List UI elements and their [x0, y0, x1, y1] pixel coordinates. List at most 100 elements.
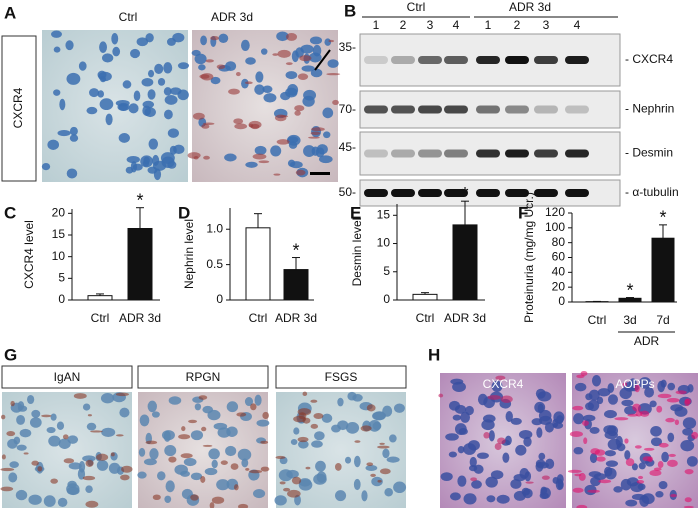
- nucleus: [163, 87, 172, 96]
- stain: [180, 453, 193, 459]
- nucleus: [552, 422, 564, 429]
- nucleus: [252, 489, 266, 499]
- mw-marker: 70-: [339, 102, 356, 116]
- band: [444, 56, 468, 64]
- stain: [201, 426, 207, 432]
- nucleus: [65, 40, 74, 51]
- stain: [294, 105, 305, 112]
- stain: [287, 489, 301, 498]
- nucleus: [445, 433, 459, 441]
- nucleus: [99, 98, 114, 111]
- stain: [583, 437, 588, 445]
- nucleus: [145, 33, 154, 43]
- nucleus: [89, 88, 100, 98]
- stain: [576, 374, 585, 379]
- stain: [249, 469, 263, 474]
- nucleus: [216, 479, 230, 491]
- nucleus: [619, 387, 632, 400]
- nucleus: [29, 417, 42, 428]
- nucleus: [290, 438, 298, 446]
- band: [364, 105, 388, 114]
- nucleus: [510, 478, 522, 489]
- nucleus: [226, 401, 239, 413]
- mw-marker: 50-: [339, 185, 356, 199]
- nucleus: [496, 494, 510, 504]
- stain: [279, 481, 286, 485]
- stain: [632, 403, 641, 412]
- nucleus: [460, 411, 471, 423]
- band: [418, 105, 442, 114]
- x-tick-label: Ctrl: [416, 311, 435, 325]
- stain: [305, 466, 311, 470]
- stain: [85, 459, 94, 467]
- nucleus: [51, 30, 62, 38]
- nucleus: [302, 95, 315, 107]
- stain: [691, 431, 699, 439]
- nucleus: [314, 431, 325, 441]
- nucleus: [655, 490, 664, 498]
- panel-letter: F: [518, 203, 528, 222]
- band: [505, 56, 529, 64]
- group-label: ADR: [634, 334, 660, 348]
- nucleus: [670, 404, 684, 412]
- nucleus: [190, 472, 203, 481]
- nucleus: [111, 32, 119, 45]
- nucleus: [287, 136, 299, 143]
- nucleus: [86, 422, 97, 431]
- nucleus: [382, 448, 390, 459]
- stain: [120, 474, 130, 481]
- nucleus: [136, 37, 149, 47]
- nucleus: [365, 464, 378, 471]
- nucleus: [313, 473, 327, 485]
- nucleus: [616, 443, 626, 452]
- nucleus: [57, 129, 71, 137]
- band: [444, 189, 468, 197]
- stain: [377, 479, 382, 483]
- stain: [87, 414, 92, 417]
- stain: [115, 434, 124, 437]
- stain: [624, 438, 629, 444]
- nucleus: [322, 107, 334, 119]
- stain: [310, 423, 319, 429]
- nucleus: [270, 145, 282, 157]
- stain: [667, 459, 678, 467]
- nucleus: [53, 46, 61, 53]
- stain: [285, 62, 293, 66]
- nucleus: [241, 39, 250, 52]
- stain: [328, 39, 335, 43]
- nucleus: [308, 52, 322, 63]
- panel-label: AOPPs: [615, 377, 654, 391]
- nucleus: [142, 100, 155, 109]
- row-box: [1, 35, 37, 182]
- nucleus: [603, 466, 613, 477]
- nucleus: [254, 84, 265, 95]
- nucleus: [585, 402, 594, 411]
- stain: [248, 123, 254, 128]
- stain: [656, 405, 663, 413]
- nucleus: [318, 155, 333, 164]
- stain: [50, 478, 58, 484]
- nucleus: [285, 71, 298, 80]
- nucleus: [177, 62, 190, 70]
- nucleus: [130, 48, 141, 59]
- stain: [495, 375, 506, 381]
- nucleus: [505, 410, 513, 423]
- nucleus: [262, 85, 273, 94]
- stain: [308, 136, 320, 139]
- stain: [0, 414, 6, 420]
- nucleus: [78, 61, 87, 71]
- lane-label: 1: [373, 18, 380, 32]
- band: [418, 56, 442, 64]
- nucleus: [538, 452, 546, 461]
- stain: [272, 53, 279, 56]
- stain: [580, 370, 588, 376]
- stain: [379, 442, 385, 445]
- nucleus: [324, 38, 332, 46]
- stain: [470, 477, 478, 482]
- stain: [649, 469, 662, 477]
- nucleus: [386, 456, 400, 463]
- stain: [310, 399, 318, 403]
- nucleus: [48, 435, 61, 447]
- band: [476, 189, 500, 197]
- y-tick-label: 60: [552, 250, 566, 264]
